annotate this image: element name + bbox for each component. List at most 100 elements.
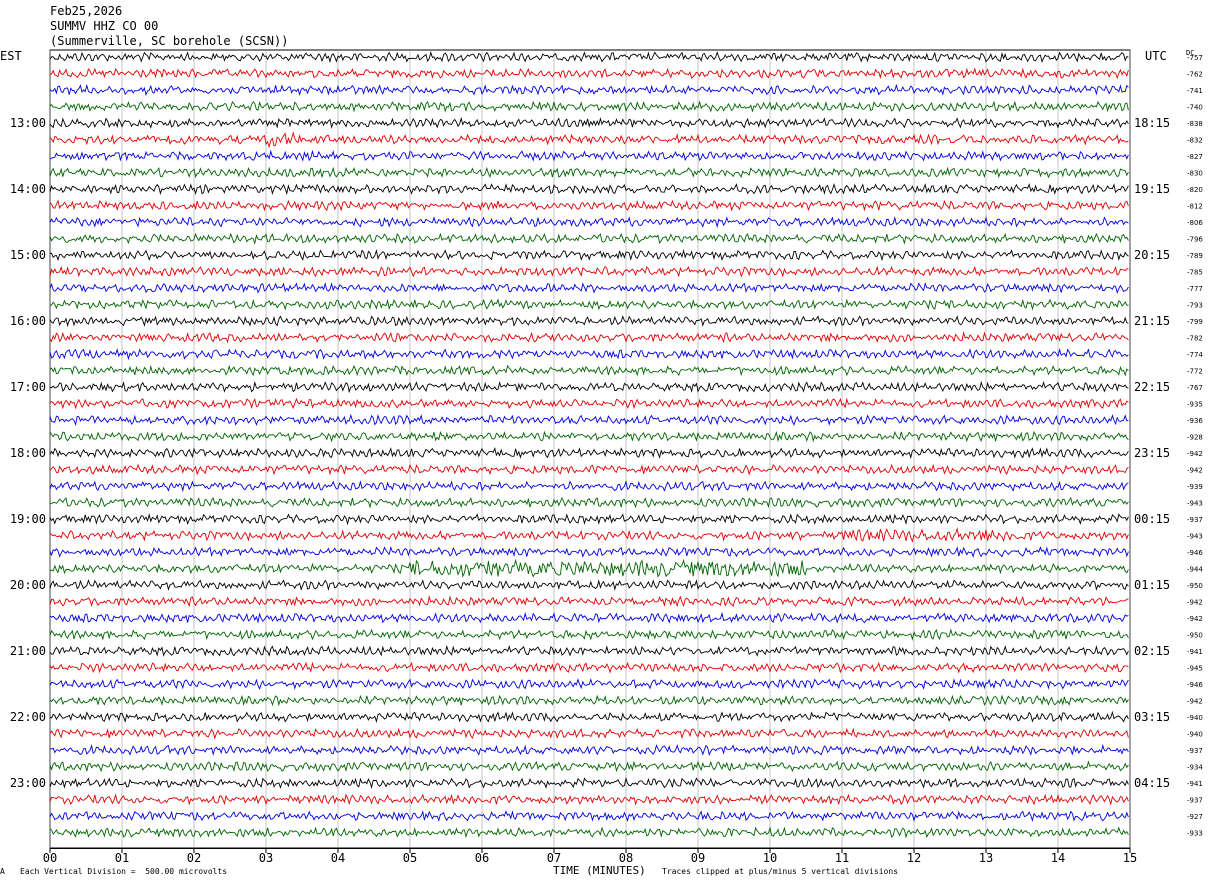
dc-offset-label: -945: [1187, 665, 1203, 673]
dc-offset-label: -943: [1187, 533, 1203, 541]
trace-line: [49, 331, 1129, 344]
clip-note: Traces clipped at plus/minus 5 vertical …: [662, 867, 899, 876]
trace-line: [49, 558, 1129, 578]
dc-offset-label: -782: [1187, 335, 1203, 343]
trace-line: [49, 611, 1129, 624]
x-tick-label: 02: [187, 851, 201, 865]
x-tick-label: 08: [619, 851, 633, 865]
dc-column-label: DC: [1186, 49, 1195, 57]
trace-line: [49, 496, 1129, 509]
dc-offset-label: -937: [1187, 797, 1203, 805]
dc-offset-label: -936: [1187, 417, 1203, 425]
trace-line: [49, 131, 1129, 149]
x-tick-label: 13: [979, 851, 993, 865]
right-hour-label: 23:15: [1134, 446, 1170, 460]
x-tick-label: 00: [43, 851, 57, 865]
x-tick-label: 03: [259, 851, 273, 865]
dc-offset-label: -950: [1187, 582, 1203, 590]
trace-line: [49, 298, 1129, 311]
header-station: SUMMV HHZ CO 00: [50, 19, 159, 33]
dc-offset-label: -785: [1187, 269, 1203, 277]
trace-line: [49, 149, 1129, 162]
x-axis-title: TIME (MINUTES): [553, 864, 646, 877]
x-tick-label: 06: [475, 851, 489, 865]
trace-line: [49, 116, 1129, 129]
left-hour-label: 20:00: [10, 578, 46, 592]
x-tick-label: 10: [763, 851, 777, 865]
dc-offset-label: -796: [1187, 236, 1203, 244]
right-hour-label: 21:15: [1134, 314, 1170, 328]
dc-offset-label: -946: [1187, 681, 1203, 689]
trace-line: [49, 232, 1129, 245]
trace-line: [49, 743, 1129, 756]
trace-line: [49, 413, 1129, 426]
x-tick-label: 15: [1123, 851, 1137, 865]
right-hour-label: 18:15: [1134, 116, 1170, 130]
trace-line: [49, 760, 1129, 773]
left-hour-label: 14:00: [10, 182, 46, 196]
trace-line: [49, 727, 1129, 740]
dc-offset-label: -944: [1187, 566, 1203, 574]
x-tick-label: 07: [547, 851, 561, 865]
trace-line: [49, 810, 1129, 823]
x-tick-label: 14: [1051, 851, 1065, 865]
dc-offset-label: -772: [1187, 368, 1203, 376]
left-hour-label: 18:00: [10, 446, 46, 460]
trace-line: [49, 595, 1129, 608]
header-location: (Summerville, SC borehole (SCSN)): [50, 34, 289, 48]
dc-offset-label: -933: [1187, 830, 1203, 838]
trace-line: [49, 248, 1129, 262]
right-hour-label: 02:15: [1134, 644, 1170, 658]
trace-line: [49, 694, 1129, 707]
trace-line: [49, 380, 1129, 394]
trace-line: [49, 397, 1129, 410]
x-tick-label: 01: [115, 851, 129, 865]
dc-offset-label: -820: [1187, 186, 1203, 194]
dc-offset-label: -767: [1187, 384, 1203, 392]
trace-line: [49, 628, 1129, 641]
trace-line: [49, 678, 1129, 690]
right-hour-label: 00:15: [1134, 512, 1170, 526]
dc-offset-label: -940: [1187, 731, 1203, 739]
header-date: Feb25,2026: [50, 4, 123, 18]
trace-line: [49, 50, 1129, 64]
left-hour-label: 16:00: [10, 314, 46, 328]
left-hour-label: 21:00: [10, 644, 46, 658]
left-timezone-label: EST: [0, 49, 22, 63]
left-hour-label: 17:00: [10, 380, 46, 394]
trace-line: [49, 216, 1129, 229]
dc-offset-label: -777: [1187, 285, 1203, 293]
dc-offset-label: -935: [1187, 401, 1203, 409]
trace-line: [49, 463, 1129, 476]
trace-line: [49, 446, 1129, 460]
right-hour-label: 03:15: [1134, 710, 1170, 724]
dc-offset-label: -830: [1187, 170, 1203, 178]
dc-offset-label: -942: [1187, 615, 1203, 623]
dc-offset-label: -934: [1187, 764, 1203, 772]
dc-offset-label: -832: [1187, 137, 1203, 145]
dc-offset-label: -927: [1187, 813, 1203, 821]
right-hour-label: 22:15: [1134, 380, 1170, 394]
right-hour-label: 04:15: [1134, 776, 1170, 790]
dc-offset-label: -757: [1187, 54, 1203, 62]
dc-offset-label: -939: [1187, 483, 1203, 491]
trace-line: [49, 644, 1129, 657]
trace-line: [49, 513, 1129, 526]
trace-line: [49, 166, 1129, 179]
trace-line: [49, 364, 1129, 377]
x-tick-label: 12: [907, 851, 921, 865]
trace-line: [49, 430, 1129, 443]
trace-line: [49, 67, 1129, 80]
dc-offset-label: -942: [1187, 599, 1203, 607]
x-tick-label: 09: [691, 851, 705, 865]
dc-offset-label: -942: [1187, 467, 1203, 475]
x-tick-label: 04: [331, 851, 345, 865]
dc-offset-label: -928: [1187, 434, 1203, 442]
left-hour-label: 19:00: [10, 512, 46, 526]
dc-offset-label: -827: [1187, 153, 1203, 161]
dc-offset-label: -942: [1187, 698, 1203, 706]
right-hour-label: 19:15: [1134, 182, 1170, 196]
dc-offset-label: -793: [1187, 302, 1203, 310]
dc-offset-label: -941: [1187, 780, 1203, 788]
dc-offset-label: -799: [1187, 318, 1203, 326]
